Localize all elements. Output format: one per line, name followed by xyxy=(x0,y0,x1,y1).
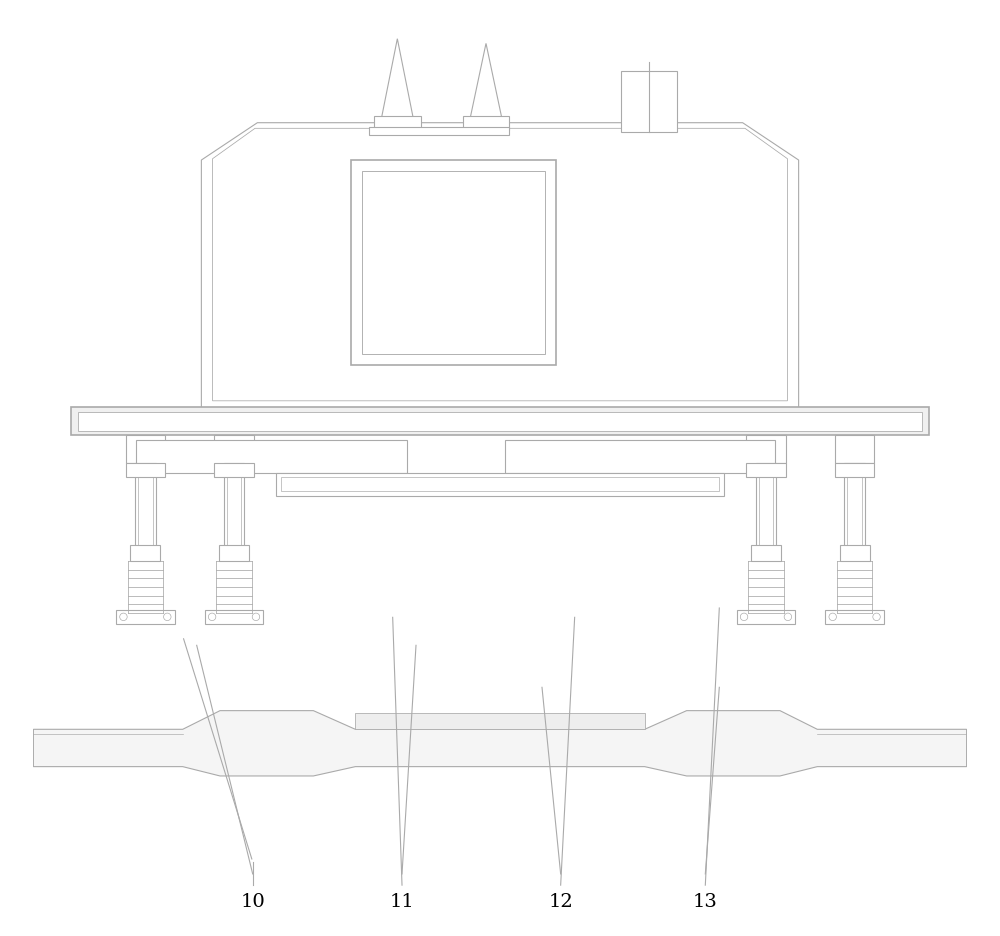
Bar xyxy=(847,466,862,545)
Bar xyxy=(751,545,781,562)
Bar xyxy=(276,473,724,496)
Bar xyxy=(116,610,175,624)
Bar xyxy=(78,412,922,431)
Bar xyxy=(621,71,677,132)
Bar xyxy=(737,610,795,624)
Bar xyxy=(281,477,719,491)
Bar xyxy=(205,610,263,624)
Bar xyxy=(835,463,874,477)
Bar xyxy=(835,435,874,463)
Bar xyxy=(126,435,165,463)
Polygon shape xyxy=(213,128,787,401)
Bar xyxy=(71,407,929,435)
Bar xyxy=(759,466,773,545)
Bar xyxy=(126,463,165,477)
Polygon shape xyxy=(33,710,967,776)
Bar xyxy=(130,545,160,562)
Bar xyxy=(840,545,870,562)
Bar xyxy=(135,463,156,548)
Bar xyxy=(505,440,775,473)
Bar xyxy=(844,463,865,548)
Bar xyxy=(463,116,509,130)
Bar xyxy=(362,171,545,354)
Bar xyxy=(136,440,407,473)
Text: 11: 11 xyxy=(390,893,414,911)
Polygon shape xyxy=(469,43,503,123)
Polygon shape xyxy=(355,712,645,729)
Bar xyxy=(224,463,244,548)
Bar xyxy=(374,116,421,130)
Text: 12: 12 xyxy=(548,893,573,911)
Bar xyxy=(825,610,884,624)
Bar xyxy=(214,463,254,477)
Polygon shape xyxy=(381,38,414,123)
Bar xyxy=(746,435,786,463)
Polygon shape xyxy=(201,123,799,412)
Bar xyxy=(214,435,254,463)
Text: 10: 10 xyxy=(240,893,265,911)
Text: 13: 13 xyxy=(693,893,718,911)
Bar xyxy=(746,463,786,477)
Bar xyxy=(227,466,241,545)
Bar xyxy=(369,127,509,135)
Bar xyxy=(351,160,556,365)
Bar xyxy=(138,466,153,545)
Bar xyxy=(756,463,776,548)
Bar xyxy=(219,545,249,562)
